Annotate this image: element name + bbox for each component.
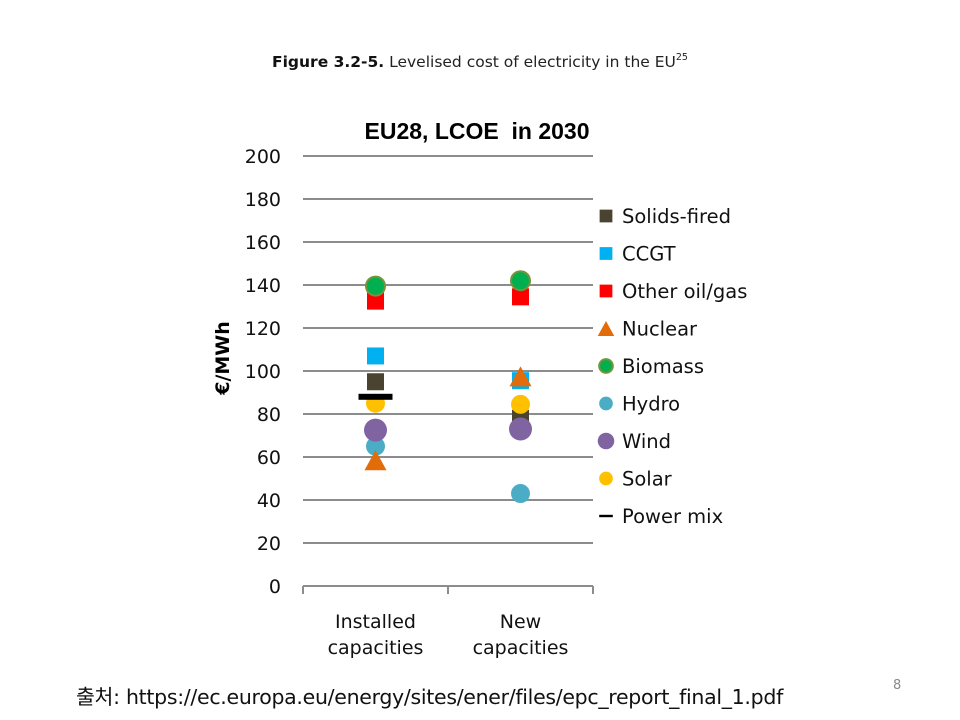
legend-marker-other-oil-gas: [599, 284, 613, 298]
x-tick-label-1-0: New: [500, 611, 541, 633]
legend-marker-power-mix: [599, 514, 613, 518]
legend-label-solids-fired: Solids-fired: [622, 205, 731, 228]
figure-caption-label: Figure 3.2-5.: [272, 53, 385, 71]
marker-solar-1: [511, 394, 530, 414]
marker-other-oil-gas-0: [367, 292, 384, 310]
marker-biomass-1: [510, 270, 531, 292]
y-tick-label-200: 200: [245, 146, 281, 168]
x-tick-label-1-1: capacities: [473, 637, 569, 659]
legend-label-nuclear: Nuclear: [622, 318, 698, 341]
x-tick-label-0-0: Installed: [335, 611, 416, 633]
marker-hydro-0: [366, 436, 385, 456]
y-tick-label-180: 180: [245, 189, 281, 211]
y-tick-label-60: 60: [257, 447, 281, 469]
legend: Solids-fired CCGT Other oil/gas Nuclear Biom…: [597, 205, 747, 528]
marker-wind-1: [509, 417, 532, 441]
legend-label-hydro: Hydro: [622, 393, 680, 416]
marker-hydro-1: [511, 484, 530, 504]
figure-caption-text: Levelised cost of electricity in the EU: [384, 53, 676, 71]
legend-label-biomass: Biomass: [622, 355, 704, 378]
legend-marker-solar: [599, 471, 613, 486]
legend-label-wind: Wind: [622, 430, 671, 453]
legend-marker-nuclear: [597, 321, 615, 336]
marker-wind-0: [364, 418, 387, 442]
x-tick-labels: Installed capacities New capacities: [328, 611, 569, 659]
y-tick-label-80: 80: [257, 404, 281, 426]
chart-title: EU28, LCOE in 2030: [365, 118, 590, 144]
legend-marker-wind: [597, 432, 615, 450]
y-tick-label-20: 20: [257, 533, 281, 555]
x-tick-label-0-1: capacities: [328, 637, 424, 659]
legend-label-other-oil-gas: Other oil/gas: [622, 280, 747, 303]
source-citation: 출처: https://ec.europa.eu/energy/sites/en…: [76, 685, 783, 709]
legend-marker-biomass: [598, 358, 614, 374]
legend-label-solar: Solar: [622, 468, 673, 491]
figure-caption-footnote: 25: [675, 52, 688, 63]
marker-solids-fired-0: [367, 373, 384, 391]
legend-marker-solids-fired: [599, 209, 613, 223]
marker-other-oil-gas-1: [512, 288, 529, 306]
page-number: 8: [893, 678, 902, 693]
marker-ccgt-0: [367, 347, 384, 365]
legend-label-power-mix: Power mix: [622, 505, 723, 528]
marker-nuclear-0: [364, 450, 387, 471]
x-axis: [302, 585, 594, 594]
legend-label-ccgt: CCGT: [622, 243, 676, 266]
figure-caption: Figure 3.2-5. Levelised cost of electric…: [0, 52, 960, 71]
y-tick-label-0: 0: [269, 576, 281, 598]
legend-marker-hydro: [599, 396, 613, 411]
y-tick-labels: 0 20 40 60 80 100 120 140 160 180 200: [245, 146, 281, 598]
marker-nuclear-1: [509, 366, 532, 387]
marker-biomass-0: [365, 275, 386, 297]
data-markers: [358, 270, 532, 504]
y-tick-label-40: 40: [257, 490, 281, 512]
y-tick-label-140: 140: [245, 275, 281, 297]
y-tick-label-100: 100: [245, 361, 281, 383]
gridlines: [303, 155, 593, 544]
y-tick-label-120: 120: [245, 318, 281, 340]
y-tick-label-160: 160: [245, 232, 281, 254]
legend-marker-ccgt: [599, 247, 613, 260]
marker-power-mix-0: [358, 393, 393, 400]
y-axis-label: €/MWh: [212, 321, 234, 396]
